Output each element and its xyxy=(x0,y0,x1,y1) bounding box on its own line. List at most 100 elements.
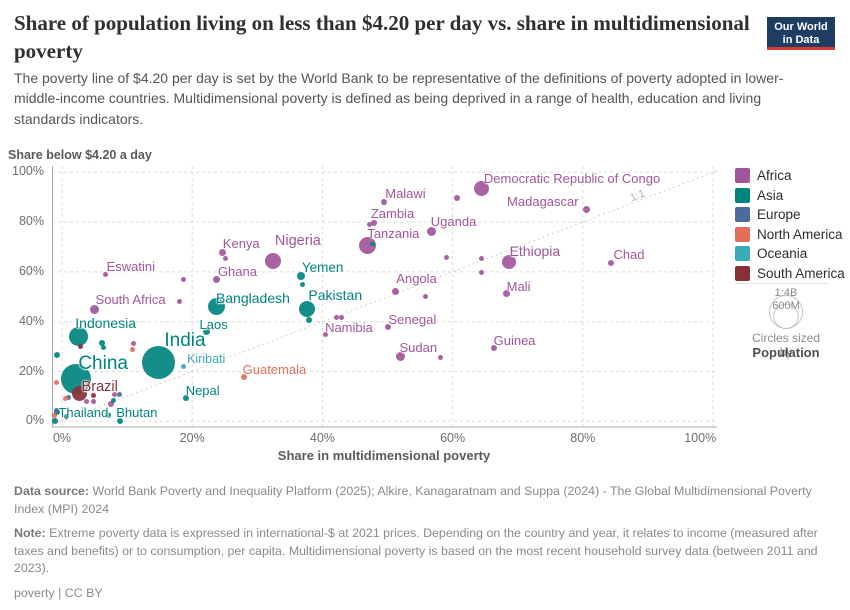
data-point[interactable] xyxy=(323,331,329,337)
owid-logo[interactable]: Our World in Data xyxy=(767,17,835,50)
data-point[interactable] xyxy=(90,393,96,399)
data-point[interactable] xyxy=(63,396,69,402)
data-point[interactable] xyxy=(77,344,83,350)
data-point[interactable] xyxy=(222,256,228,262)
data-point-tanzania[interactable] xyxy=(358,236,376,254)
country-label-china[interactable]: China xyxy=(78,352,128,374)
data-point[interactable] xyxy=(180,276,186,282)
data-point-madagascar[interactable] xyxy=(582,206,590,214)
data-point-yemen[interactable] xyxy=(296,271,305,280)
country-label-chad[interactable]: Chad xyxy=(613,246,645,262)
data-point-sudan[interactable] xyxy=(396,352,406,362)
country-label-madagascar[interactable]: Madagascar xyxy=(507,193,579,209)
country-label-india[interactable]: India xyxy=(164,330,206,352)
data-point-uganda[interactable] xyxy=(427,227,437,237)
data-point-pakistan[interactable] xyxy=(299,301,316,317)
country-label-uganda[interactable]: Uganda xyxy=(430,213,477,229)
data-point-kenya[interactable] xyxy=(219,248,227,256)
legend-item-oceania[interactable]: Oceania xyxy=(735,246,845,262)
country-label-bangladesh[interactable]: Bangladesh xyxy=(215,289,290,306)
data-point-bhutan[interactable] xyxy=(105,412,112,419)
data-point[interactable] xyxy=(117,392,123,398)
country-label-yemen[interactable]: Yemen xyxy=(301,259,344,275)
data-point-india[interactable] xyxy=(141,345,175,379)
data-point-senegal[interactable] xyxy=(384,324,391,331)
data-point[interactable] xyxy=(422,294,428,300)
data-point[interactable] xyxy=(53,407,59,413)
country-label-democratic-republic-of-congo[interactable]: Democratic Republic of Congo xyxy=(483,170,661,186)
data-point[interactable] xyxy=(443,255,449,261)
country-label-indonesia[interactable]: Indonesia xyxy=(75,314,136,331)
legend-item-south-america[interactable]: South America xyxy=(735,265,845,281)
country-label-bhutan[interactable]: Bhutan xyxy=(116,405,158,421)
data-point[interactable] xyxy=(100,344,106,350)
data-point-south-africa[interactable] xyxy=(90,304,100,314)
country-label-kenya[interactable]: Kenya xyxy=(222,236,260,252)
country-label-eswatini[interactable]: Eswatini xyxy=(106,259,156,275)
country-label-malawi[interactable]: Malawi xyxy=(385,185,426,201)
data-point-kiribati[interactable] xyxy=(180,364,186,370)
country-label-tanzania[interactable]: Tanzania xyxy=(367,226,420,241)
data-point-democratic-republic-of-congo[interactable] xyxy=(474,181,490,197)
data-point[interactable] xyxy=(479,269,485,275)
legend-item-africa[interactable]: Africa xyxy=(735,168,845,183)
country-label-nigeria[interactable]: Nigeria xyxy=(274,232,321,249)
data-point-angola[interactable] xyxy=(391,288,399,296)
data-point[interactable] xyxy=(52,417,59,424)
data-point-brazil[interactable] xyxy=(72,386,88,402)
country-label-ethiopia[interactable]: Ethiopia xyxy=(509,242,561,259)
legend-item-asia[interactable]: Asia xyxy=(735,187,845,203)
data-point[interactable] xyxy=(438,354,444,360)
data-point[interactable] xyxy=(90,399,96,405)
country-label-angola[interactable]: Angola xyxy=(396,270,437,286)
data-point[interactable] xyxy=(53,352,60,359)
data-point[interactable] xyxy=(366,221,372,227)
data-point-guinea[interactable] xyxy=(490,345,497,352)
data-point[interactable] xyxy=(300,281,306,287)
country-label-thailand[interactable]: Thailand xyxy=(58,404,109,420)
data-point-ghana[interactable] xyxy=(213,275,221,283)
data-point[interactable] xyxy=(66,395,71,401)
data-point[interactable] xyxy=(53,380,59,386)
country-label-laos[interactable]: Laos xyxy=(199,316,228,332)
data-point[interactable] xyxy=(64,413,70,419)
data-point-nigeria[interactable] xyxy=(264,252,281,269)
country-label-pakistan[interactable]: Pakistan xyxy=(308,287,363,303)
data-point[interactable] xyxy=(479,256,485,262)
data-point[interactable] xyxy=(84,399,90,405)
country-label-senegal[interactable]: Senegal xyxy=(388,312,437,328)
data-point[interactable] xyxy=(130,346,136,352)
data-point[interactable] xyxy=(306,316,313,323)
data-point-chad[interactable] xyxy=(608,259,615,266)
country-label-brazil[interactable]: Brazil xyxy=(81,378,118,395)
data-point[interactable] xyxy=(370,241,375,246)
data-point[interactable] xyxy=(453,195,460,202)
data-point[interactable] xyxy=(107,401,114,408)
data-point-zambia[interactable] xyxy=(370,220,377,227)
license-line[interactable]: poverty | CC BY xyxy=(14,586,103,601)
country-label-namibia[interactable]: Namibia xyxy=(325,320,373,336)
data-point-ethiopia[interactable] xyxy=(501,254,516,269)
data-point[interactable] xyxy=(131,340,137,346)
country-label-sudan[interactable]: Sudan xyxy=(399,339,438,355)
data-point-nepal[interactable] xyxy=(182,395,189,402)
scatter-plot-area[interactable]: 1:1 Democratic Republic of Congo Madagasca… xyxy=(51,166,718,428)
legend-item-north-america[interactable]: North America xyxy=(735,226,845,242)
country-label-kiribati[interactable]: Kiribati xyxy=(187,351,226,366)
data-point[interactable] xyxy=(339,314,345,320)
country-label-guatemala[interactable]: Guatemala xyxy=(242,362,307,378)
country-label-guinea[interactable]: Guinea xyxy=(493,333,536,349)
data-point-namibia[interactable] xyxy=(333,314,339,320)
data-point-guatemala[interactable] xyxy=(240,374,247,381)
data-point-mali[interactable] xyxy=(503,289,511,297)
data-point-bangladesh[interactable] xyxy=(208,298,226,316)
data-point-malawi[interactable] xyxy=(381,198,388,205)
data-point[interactable] xyxy=(116,417,123,424)
data-point[interactable] xyxy=(111,392,117,398)
country-label-zambia[interactable]: Zambia xyxy=(370,206,415,222)
country-label-south-africa[interactable]: South Africa xyxy=(95,292,166,308)
legend-item-europe[interactable]: Europe xyxy=(735,207,845,223)
data-point-laos[interactable] xyxy=(203,328,211,336)
data-point-eswatini[interactable] xyxy=(103,271,109,277)
country-label-ghana[interactable]: Ghana xyxy=(217,264,257,280)
